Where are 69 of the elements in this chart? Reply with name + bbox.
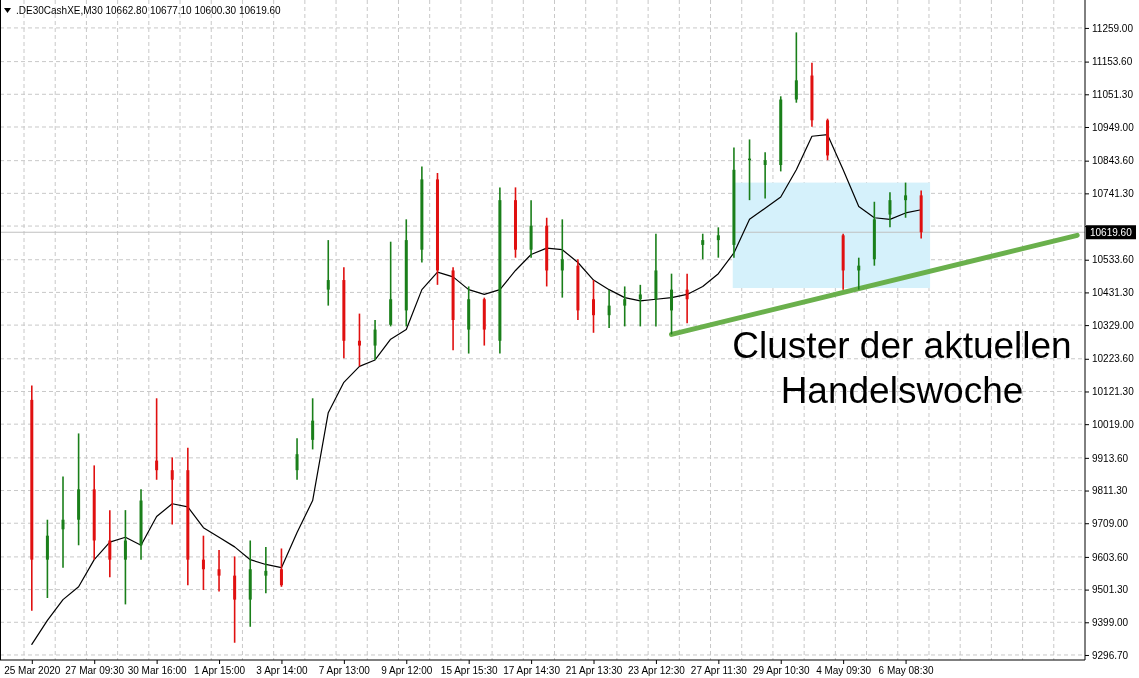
- candlestick: [311, 397, 315, 451]
- x-tick-label: 21 Apr 13:30: [565, 665, 623, 677]
- y-tick-label: 9603.60: [1092, 551, 1129, 563]
- candlestick: [108, 509, 112, 579]
- y-tick-label: 9501.30: [1092, 584, 1129, 596]
- x-tick-label: 4 May 09:30: [816, 665, 872, 677]
- candlestick: [233, 555, 237, 644]
- candlestick: [716, 226, 720, 259]
- candlestick: [763, 151, 767, 200]
- x-tick-label: 9 Apr 12:00: [381, 665, 433, 677]
- x-tick-label: 17 Apr 14:30: [503, 665, 561, 677]
- candlestick: [373, 319, 377, 361]
- y-tick-label: 10741.30: [1092, 188, 1135, 200]
- candlestick: [592, 279, 596, 334]
- x-tick-label: 27 Apr 11:30: [690, 665, 748, 677]
- x-tick-label: 1 Apr 15:00: [193, 665, 246, 677]
- y-tick-label: 9709.00: [1092, 517, 1129, 529]
- candlestick: [217, 549, 221, 593]
- x-tick-label: 25 Mar 2020: [4, 665, 61, 677]
- y-tick-label: 10019.00: [1092, 418, 1135, 430]
- candlestick: [201, 534, 205, 591]
- y-tick-label: 9399.00: [1092, 616, 1129, 628]
- candlestick: [701, 232, 705, 261]
- candlestick: [295, 437, 299, 481]
- candlestick: [607, 288, 611, 329]
- y-tick-label: 10533.60: [1092, 254, 1135, 266]
- y-tick-label: 9296.70: [1092, 649, 1129, 661]
- chart-title: .DE30CashXE,M30 10662.80 10677.10 10600.30 10619.60: [16, 5, 282, 16]
- candlestick: [170, 456, 174, 526]
- ref-line-label: 10619.60: [1090, 227, 1133, 239]
- candlestick: [123, 509, 127, 606]
- candlestick: [326, 239, 330, 307]
- candlestick: [45, 518, 49, 599]
- y-tick-label: 11153.60: [1092, 56, 1133, 68]
- y-tick-label: 9913.60: [1092, 452, 1129, 464]
- candlestick: [529, 199, 533, 259]
- candlestick: [61, 475, 65, 569]
- candlestick: [155, 397, 159, 481]
- y-tick-label: 10949.00: [1092, 121, 1135, 133]
- x-tick-label: 15 Apr 15:30: [440, 665, 498, 677]
- x-tick-label: 29 Apr 10:30: [752, 665, 811, 677]
- candlestick: [685, 272, 689, 324]
- x-tick-label: 6 May 08:30: [878, 665, 935, 677]
- candlestick: [638, 284, 642, 328]
- x-tick-label: 7 Apr 13:00: [318, 665, 371, 677]
- candlestick: [623, 285, 627, 328]
- candlestick: [794, 31, 798, 104]
- y-tick-label: 9811.30: [1092, 485, 1128, 497]
- candlestick: [670, 272, 674, 336]
- y-tick-label: 11051.30: [1092, 89, 1134, 100]
- annotation: Cluster der aktuellen Handelswoche: [732, 325, 1072, 411]
- candlestick: [435, 172, 439, 286]
- candlestick: [279, 547, 283, 588]
- x-tick-label: 23 Apr 12:30: [628, 665, 686, 677]
- candlestick: [513, 186, 517, 259]
- x-tick-label: 3 Apr 14:00: [256, 665, 308, 677]
- y-tick-label: 10843.60: [1092, 155, 1135, 167]
- candlestick: [264, 546, 268, 595]
- y-tick-label: 10121.30: [1092, 386, 1135, 398]
- y-tick-label: 10223.60: [1092, 353, 1135, 365]
- y-tick-label: 10431.30: [1092, 287, 1135, 299]
- x-tick-label: 30 Mar 16:00: [127, 665, 188, 677]
- candlestick: [560, 218, 564, 299]
- y-tick-label: 10329.00: [1092, 319, 1135, 331]
- x-tick-label: 27 Mar 09:30: [65, 665, 125, 677]
- candlestick: [888, 191, 892, 229]
- candlestick: [904, 181, 908, 219]
- candlestick: [357, 312, 361, 368]
- y-tick-label: 11259.00: [1092, 22, 1134, 34]
